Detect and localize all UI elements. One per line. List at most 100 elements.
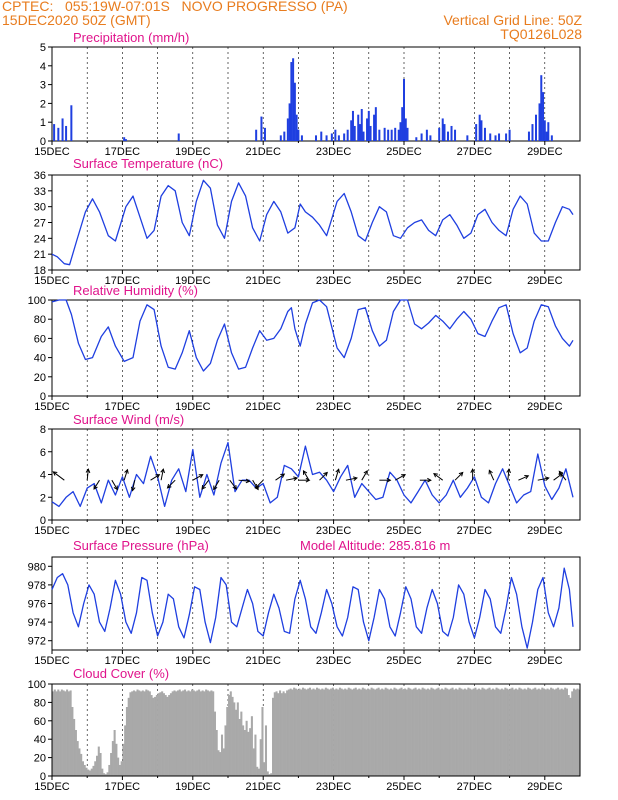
cloud_cover-plot-frame-overlay <box>51 683 581 777</box>
cloud_cover-bar <box>576 688 579 776</box>
cloud_cover-bar <box>472 688 475 776</box>
cloud_cover-bar <box>308 687 312 776</box>
cloud_cover-bar <box>270 773 273 776</box>
cloud_cover-bar <box>479 689 482 776</box>
wind-x-tick-label: 29DEC <box>527 525 563 537</box>
cloud_cover-bar <box>352 688 356 776</box>
precipitation-bar <box>404 118 407 141</box>
wind-arrow-shaft <box>454 472 464 481</box>
temperature-x-tick-label: 19DEC <box>175 275 211 287</box>
cloud_cover-bar <box>161 691 164 776</box>
cloud_cover-bar <box>108 764 111 776</box>
cloud_cover-bar <box>141 690 144 776</box>
precipitation-bar <box>394 127 397 141</box>
temperature-y-tick-label: 30 <box>34 202 46 214</box>
cloud_cover-bar <box>404 688 407 776</box>
precipitation-bar <box>505 133 508 141</box>
precipitation-bar <box>498 133 501 141</box>
cloud_cover-bar <box>509 688 512 776</box>
wind-vector-arrow <box>518 474 530 481</box>
cloud_cover-bar <box>412 688 415 776</box>
cloud_cover-bar <box>99 753 102 776</box>
header-station: CPTEC: 055:19W-07:01S NOVO PROGRESSO (PA… <box>2 0 348 14</box>
cloud_cover-bar <box>176 690 180 776</box>
wind-arrow-shaft <box>238 479 250 482</box>
cloud_cover-bar <box>335 688 338 776</box>
precipitation-bar <box>466 135 469 141</box>
cloud_cover-bar <box>222 748 225 776</box>
wind-y-tick-label: 0 <box>40 515 46 527</box>
cloud_cover-bar <box>115 743 118 776</box>
humidity-series-line <box>51 299 574 372</box>
cloud_cover-bar <box>85 767 88 776</box>
cloud_cover-bar <box>331 687 334 776</box>
cloud_cover-bar <box>521 689 524 776</box>
wind-vector-arrow <box>345 476 358 481</box>
cloud_cover-bar <box>530 689 533 776</box>
precipitation-y-tick-label: 1 <box>40 117 46 129</box>
precipitation-bar <box>53 124 56 141</box>
header-model-id: TQ0126L028 <box>500 26 582 42</box>
wind-arrow-shaft <box>361 470 368 481</box>
wind-arrow-head <box>130 486 136 492</box>
precipitation-bar <box>346 129 349 141</box>
cloud_cover-bar <box>106 772 109 776</box>
wind-vector-arrow <box>558 470 567 481</box>
precipitation-bar <box>260 116 263 141</box>
cloud_cover-bar <box>316 687 319 776</box>
cloud_cover-bar <box>166 696 169 776</box>
cloud_cover-bar <box>382 689 385 776</box>
cloud_cover-bar <box>140 691 143 776</box>
cloud_cover-bar <box>229 691 232 776</box>
wind-arrow-head <box>427 477 432 483</box>
cloud_cover-bar <box>470 689 473 776</box>
cloud_cover-bar <box>458 687 461 776</box>
cloud_cover-bar <box>360 689 363 776</box>
cloud_cover-bar <box>220 734 224 776</box>
cloud_cover-bar <box>553 689 556 776</box>
cloud_cover-bar <box>307 688 310 776</box>
wind-vector-arrow <box>130 480 136 492</box>
humidity-x-tick-label: 29DEC <box>527 401 563 413</box>
precipitation-bar <box>483 127 486 141</box>
cloud_cover-bar <box>305 689 308 776</box>
wind-arrow-shaft <box>252 479 259 490</box>
cloud_cover-bar <box>164 695 167 776</box>
cloud_cover-title: Cloud Cover (%) <box>73 666 169 681</box>
cloud_cover-bar <box>345 689 348 776</box>
cloud_cover-bar <box>205 689 208 776</box>
precipitation-bar <box>288 103 291 141</box>
cloud_cover-bar <box>462 689 465 776</box>
cloud_cover-bar <box>372 688 375 776</box>
cloud_cover-bar <box>243 730 246 776</box>
precipitation-bar <box>57 127 60 141</box>
cloud_cover-bar <box>261 707 264 776</box>
cloud_cover-bar <box>446 688 449 776</box>
cloud_cover-bar <box>578 689 581 776</box>
precipitation-y-tick-label: 2 <box>40 98 46 110</box>
cloud_cover-bar <box>511 687 514 776</box>
cloud_cover-bar <box>259 739 262 776</box>
cloud_cover-bar <box>287 689 290 776</box>
precipitation-bar <box>397 129 400 141</box>
wind-arrow-head <box>544 476 550 481</box>
cloud_cover-bar <box>175 691 178 776</box>
precipitation-bar <box>478 114 481 141</box>
cloud_cover-bar <box>263 762 266 776</box>
wind-arrow-head <box>166 483 172 489</box>
cloud_cover-bar <box>555 688 558 776</box>
pressure-series-line <box>51 567 574 649</box>
wind-arrow-shaft <box>201 479 210 490</box>
wind-vector-arrow <box>419 477 432 483</box>
cloud_cover-bar <box>453 689 456 776</box>
precipitation-bar <box>373 114 376 141</box>
cloud_cover-bar <box>171 691 174 776</box>
wind-arrow-head <box>386 477 392 483</box>
precipitation-bar <box>357 114 360 141</box>
pressure-x-tick-label: 19DEC <box>175 655 211 667</box>
wind-vector-arrow <box>285 476 299 481</box>
cloud_cover-bar <box>351 689 354 776</box>
precipitation-bar <box>383 127 386 141</box>
precipitation-bar <box>475 124 478 141</box>
